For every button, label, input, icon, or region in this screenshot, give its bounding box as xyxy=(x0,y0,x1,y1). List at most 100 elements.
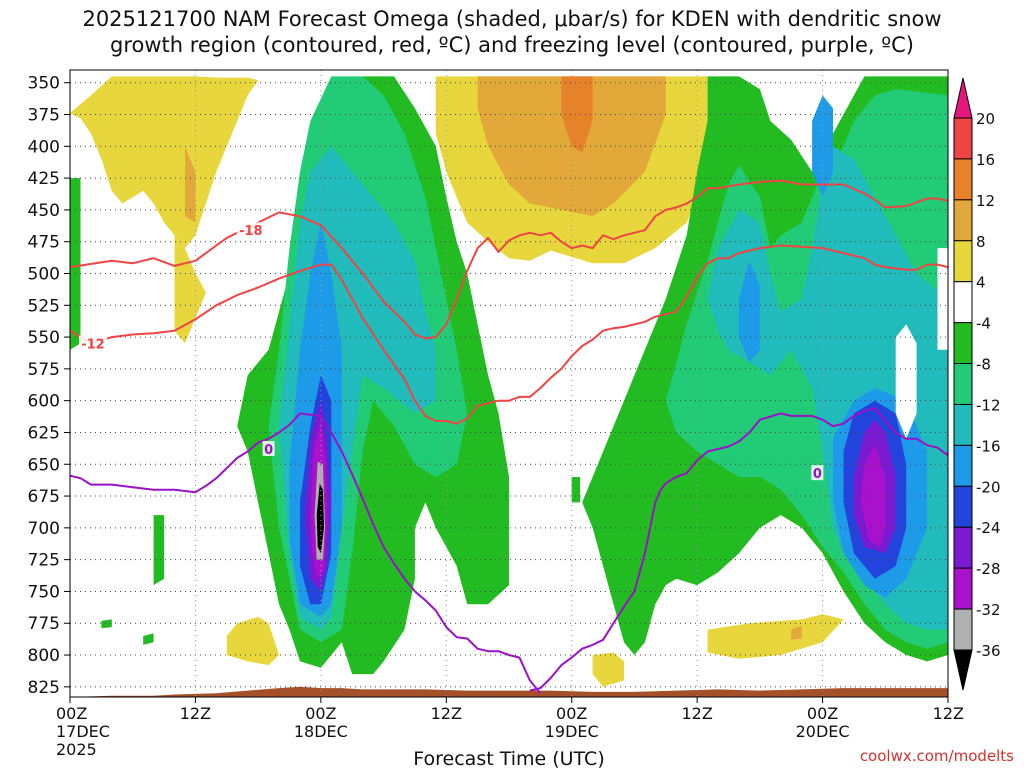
y-tick-label-400: 400 xyxy=(28,137,60,157)
x-tick-label-1: 12Z xyxy=(180,704,211,723)
contour-red-minus18 xyxy=(70,179,948,340)
colorbar-bin-4 xyxy=(953,240,973,283)
y-tick-label-675: 675 xyxy=(28,487,60,507)
omega-region-far-left-green xyxy=(70,178,81,350)
colorbar-label-0: 20 xyxy=(976,110,995,128)
colorbar-bin-11 xyxy=(953,526,973,569)
colorbar-bin-1 xyxy=(953,117,973,160)
x-tick-label-2: 00Z xyxy=(305,704,336,723)
x-tick-date-0: 17DEC xyxy=(56,722,110,741)
omega-region-lower-right-orange-dot xyxy=(791,625,802,640)
x-tick-label-7: 12Z xyxy=(933,704,964,723)
x-tick-label-0: 00Z xyxy=(56,704,87,723)
x-tick-label-6: 00Z xyxy=(807,704,838,723)
y-tick-label-525: 525 xyxy=(28,296,60,316)
y-tick-label-775: 775 xyxy=(28,614,60,634)
colorbar-label-13: -36 xyxy=(976,642,1001,660)
contour-label-bg-purple-zero-b xyxy=(811,465,824,481)
x-axis-label: Forecast Time (UTC) xyxy=(413,748,604,768)
omega-region-left-yellow-tail xyxy=(174,235,206,344)
contour-purple-zero xyxy=(70,412,542,694)
chart-title: 2025121700 NAM Forecast Omega (shaded, μ… xyxy=(0,6,1024,58)
colorbar-label-10: -24 xyxy=(976,519,1001,537)
x-tick-label-4: 00Z xyxy=(556,704,587,723)
y-tick-label-475: 475 xyxy=(28,233,60,253)
omega-region-small-green-3 xyxy=(101,619,112,629)
x-tick-date-6: 20DEC xyxy=(796,722,850,741)
colorbar-label-6: -8 xyxy=(976,356,991,374)
omega-region-upper-center-orange xyxy=(477,76,666,217)
omega-region-right-light-blue-2 xyxy=(812,95,833,198)
contour-label-bg-red-minus18 xyxy=(236,222,265,238)
contour-purple-zero-b xyxy=(529,407,948,692)
credit-text: coolwx.com/modelts xyxy=(859,747,1014,765)
x-tick-date-4: 19DEC xyxy=(545,722,599,741)
omega-region-white-hole-2 xyxy=(937,248,948,350)
colorbar-label-3: 8 xyxy=(976,233,986,251)
contour-label-purple-zero-b: 0 xyxy=(813,467,822,482)
colorbar-label-9: -20 xyxy=(976,478,1001,496)
contour-lines: -18 -12 0 0 xyxy=(70,179,948,694)
colorbar-bin-9 xyxy=(953,444,973,487)
y-tick-label-800: 800 xyxy=(28,646,60,666)
y-tick-label-350: 350 xyxy=(28,74,60,94)
contour-red-minus12 xyxy=(70,244,948,425)
omega-region-white-hole-1 xyxy=(895,324,917,439)
colorbar-bin-2 xyxy=(953,158,973,201)
y-tick-label-450: 450 xyxy=(28,201,60,221)
colorbar: 20 16 12 8 4 -4 -8 -12 -16 -20 -24 -28 -32 -36 xyxy=(953,77,1001,691)
terrain-layer xyxy=(70,686,948,697)
y-tick-label-825: 825 xyxy=(28,678,60,698)
chart-title-line-2: growth region (contoured, red, ºC) and f… xyxy=(110,33,914,57)
contour-label-bg-purple-zero xyxy=(262,440,275,456)
colorbar-label-8: -16 xyxy=(976,437,1001,455)
contour-label-bg-red-minus12 xyxy=(78,335,107,351)
colorbar-bin-13 xyxy=(953,608,973,651)
y-tick-label-750: 750 xyxy=(28,582,60,602)
colorbar-bin-12 xyxy=(953,567,973,610)
chart-title-line-1: 2025121700 NAM Forecast Omega (shaded, μ… xyxy=(82,7,942,31)
omega-region-small-green-1 xyxy=(153,515,165,586)
x-tick-date-2: 18DEC xyxy=(294,722,348,741)
colorbar-label-1: 16 xyxy=(976,151,995,169)
omega-region-main-black xyxy=(316,483,324,554)
colorbar-bin-3 xyxy=(953,199,973,242)
contour-label-red-minus18: -18 xyxy=(239,224,263,239)
colorbar-label-2: 12 xyxy=(976,192,995,210)
y-tick-label-425: 425 xyxy=(28,169,60,189)
omega-region-right-purple xyxy=(860,445,886,547)
omega-region-upper-center-darkorange xyxy=(561,76,593,153)
x-tick-label-5: 12Z xyxy=(681,704,712,723)
omega-region-lower-left-yellow xyxy=(226,616,279,666)
colorbar-label-11: -28 xyxy=(976,560,1001,578)
y-tick-label-550: 550 xyxy=(28,328,60,348)
omega-region-lower-right-yellow xyxy=(707,614,844,659)
omega-region-small-green-2 xyxy=(143,633,154,645)
y-tick-label-725: 725 xyxy=(28,551,60,571)
x-tick-label-3: 12Z xyxy=(431,704,462,723)
y-axis: 350 375 400 425 450 475 500 525 550 575 600 625 650 6… xyxy=(28,74,70,698)
contour-label-red-minus12: -12 xyxy=(81,337,105,352)
y-tick-label-500: 500 xyxy=(28,264,60,284)
omega-region-upper-left-yellow xyxy=(70,76,259,249)
plot-frame xyxy=(69,69,949,698)
colorbar-top-triangle xyxy=(953,77,973,119)
y-tick-label-375: 375 xyxy=(28,106,60,126)
colorbar-bin-6 xyxy=(953,322,973,365)
x-tick-year-0: 2025 xyxy=(56,740,97,759)
colorbar-label-7: -12 xyxy=(976,396,1001,414)
y-tick-label-700: 700 xyxy=(28,519,60,539)
omega-region-lower-center-yellow xyxy=(592,652,624,687)
contour-label-purple-zero: 0 xyxy=(264,443,273,458)
y-tick-label-650: 650 xyxy=(28,455,60,475)
colorbar-label-4: 4 xyxy=(976,274,986,292)
colorbar-bin-10 xyxy=(953,485,973,528)
colorbar-bottom-triangle xyxy=(953,649,973,691)
omega-region-right-light-blue xyxy=(739,260,760,363)
y-tick-label-625: 625 xyxy=(28,423,60,443)
colorbar-bin-8 xyxy=(953,403,973,446)
colorbar-bin-5 xyxy=(953,281,973,324)
y-tick-label-600: 600 xyxy=(28,392,60,412)
